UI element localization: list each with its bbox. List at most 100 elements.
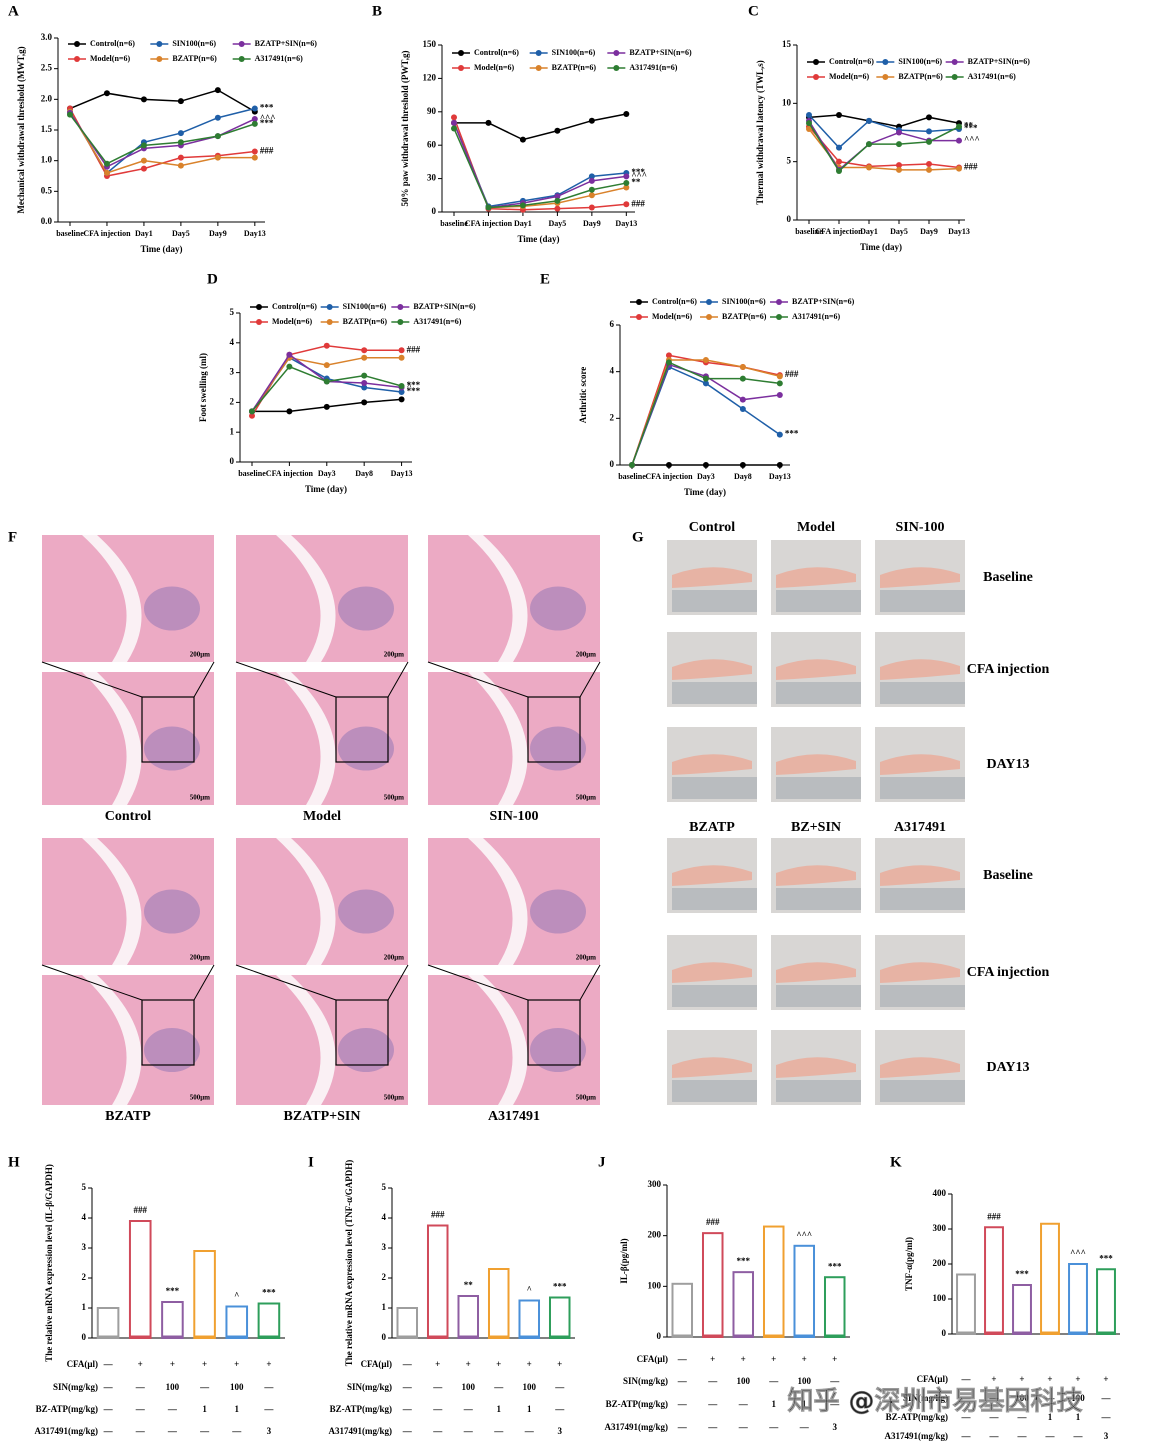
scale-bar-label: 200μm: [384, 954, 404, 962]
legend-label: Control(n=6): [272, 302, 317, 311]
y-tick-label: 4: [230, 337, 235, 347]
data-point: [361, 354, 368, 361]
condition-cell: —: [432, 1382, 443, 1392]
data-point: [485, 204, 492, 211]
marrow-region: [338, 726, 394, 771]
data-point: [776, 431, 783, 438]
data-point: [323, 342, 330, 349]
y-tick-label: 300: [933, 1223, 947, 1233]
condition-cell: +: [435, 1359, 440, 1369]
data-point: [214, 133, 221, 140]
data-point: [214, 114, 221, 121]
legend-label: Model(n=6): [829, 72, 869, 81]
zoom-line: [387, 661, 409, 698]
ruler: [880, 777, 965, 799]
condition-cell: +: [771, 1354, 776, 1364]
tissue-band: [82, 975, 142, 1105]
x-tick-label: Day5: [172, 229, 190, 238]
condition-cell: —: [1017, 1431, 1028, 1441]
data-point: [554, 127, 561, 134]
marrow-region: [144, 586, 200, 631]
data-point: [836, 112, 842, 118]
panel-label: H: [8, 1154, 20, 1170]
condition-cell: —: [402, 1426, 413, 1436]
y-tick-label: 400: [933, 1188, 947, 1198]
paw: [672, 567, 752, 588]
row-label: CFA injection: [967, 965, 1050, 980]
y-tick-label: 4: [82, 1212, 87, 1222]
condition-cell: —: [707, 1422, 718, 1432]
data-point: [588, 186, 595, 193]
ruler: [672, 777, 757, 799]
row-label: Baseline: [983, 868, 1033, 883]
paw: [880, 1057, 960, 1078]
series-line: [808, 122, 960, 173]
legend-marker: [156, 41, 163, 47]
tissue-band: [276, 672, 336, 805]
data-point: [177, 162, 184, 169]
x-tick-label: Day9: [209, 229, 227, 238]
legend-marker: [813, 74, 819, 80]
data-point: [956, 165, 962, 172]
legend-label: Control(n=6): [829, 57, 874, 66]
legend-label: BZATP(n=6): [552, 63, 597, 72]
y-axis-label: Arthritic score: [578, 367, 588, 424]
paw: [880, 567, 960, 588]
significance-label: ***: [737, 1256, 751, 1266]
data-point: [629, 462, 635, 468]
x-tick-label: baseline: [238, 469, 266, 478]
data-point: [866, 141, 872, 148]
series-line: [808, 128, 960, 171]
legend-label: SIN100(n=6): [343, 302, 387, 311]
condition-cell: —: [1017, 1412, 1028, 1422]
condition-cell: —: [432, 1404, 443, 1414]
zoom-line: [579, 964, 601, 1001]
x-tick-label: Day1: [514, 219, 532, 228]
x-tick-label: Day3: [697, 472, 715, 481]
data-point: [451, 125, 457, 132]
zoom-line: [193, 661, 215, 698]
legend-label: SIN100(n=6): [722, 297, 766, 306]
condition-cell: —: [989, 1393, 1000, 1403]
y-tick-label: 200: [933, 1258, 947, 1268]
paw: [672, 1057, 752, 1078]
series-line: [808, 120, 959, 171]
paw: [880, 962, 960, 983]
data-point: [588, 204, 595, 211]
condition-name: SIN(mg/kg): [347, 1382, 392, 1392]
data-point: [286, 351, 293, 358]
row-label: DAY13: [986, 757, 1029, 772]
data-point: [665, 352, 672, 359]
legend-label: SIN100(n=6): [172, 39, 216, 48]
data-point: [739, 364, 746, 370]
ruler: [880, 682, 965, 704]
data-point: [623, 173, 630, 180]
y-axis-label: Thermal withdrawal latency (TWL,s): [755, 60, 765, 205]
condition-name: A317491(mg/kg): [885, 1431, 949, 1441]
condition-cell: —: [1073, 1431, 1084, 1441]
panel-label: F: [8, 529, 17, 545]
data-point: [956, 123, 962, 130]
condition-cell: —: [402, 1404, 413, 1414]
condition-cell: —: [961, 1374, 972, 1384]
column-label: Control: [689, 520, 736, 535]
legend-marker: [326, 319, 333, 325]
scale-bar-label: 500μm: [384, 794, 404, 802]
x-tick-label: Day3: [318, 469, 336, 478]
significance-label: ###: [964, 162, 978, 172]
bar: [1068, 1263, 1088, 1335]
paw: [880, 865, 960, 886]
legend-label: Control(n=6): [652, 297, 697, 306]
bar: [984, 1226, 1004, 1335]
tissue-band: [468, 535, 528, 662]
condition-cell: —: [167, 1426, 178, 1436]
data-point: [554, 197, 561, 204]
condition-cell: —: [1101, 1393, 1112, 1403]
ruler: [672, 1080, 757, 1102]
condition-cell: —: [103, 1359, 114, 1369]
condition-cell: 1: [1076, 1412, 1081, 1422]
data-point: [926, 114, 932, 121]
bar: [793, 1244, 816, 1339]
condition-cell: —: [1045, 1393, 1056, 1403]
data-point: [177, 139, 184, 146]
